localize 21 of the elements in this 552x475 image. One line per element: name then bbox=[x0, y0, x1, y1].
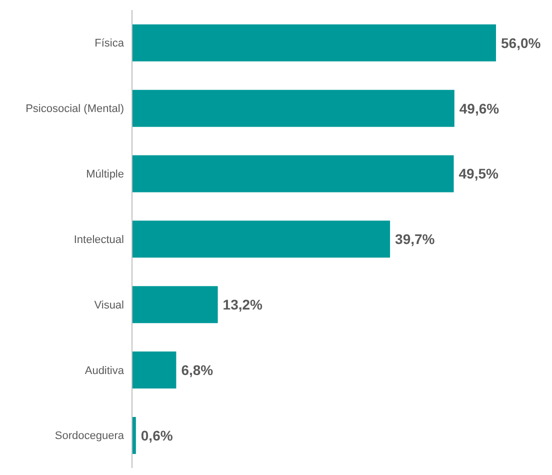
y-tick-label: Intelectual bbox=[74, 234, 124, 246]
y-tick-label: Sordoceguera bbox=[54, 430, 125, 442]
data-label: 39,7% bbox=[395, 231, 436, 248]
y-tick-label: Visual bbox=[94, 299, 124, 312]
data-label: 49,6% bbox=[459, 100, 500, 116]
y-tick-label: Múltiple bbox=[86, 168, 124, 180]
bar bbox=[132, 155, 454, 192]
bar bbox=[132, 90, 454, 127]
data-label: 49,5% bbox=[458, 166, 499, 182]
bar bbox=[132, 352, 176, 389]
bar bbox=[132, 416, 136, 454]
data-label: 0,6% bbox=[140, 427, 174, 444]
data-label: 56,0% bbox=[501, 34, 542, 51]
data-label: 6,8% bbox=[181, 362, 214, 378]
bar bbox=[132, 220, 390, 258]
data-label: 13,2% bbox=[222, 296, 264, 313]
y-tick-label: Auditiva bbox=[84, 364, 125, 377]
bar bbox=[132, 24, 496, 62]
y-tick-label: Psicosocial (Mental) bbox=[26, 103, 124, 116]
bar bbox=[132, 286, 218, 324]
y-tick-label: Física bbox=[94, 38, 125, 50]
